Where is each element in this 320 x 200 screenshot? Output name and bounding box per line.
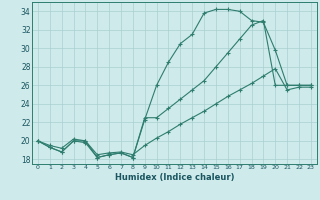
X-axis label: Humidex (Indice chaleur): Humidex (Indice chaleur) bbox=[115, 173, 234, 182]
